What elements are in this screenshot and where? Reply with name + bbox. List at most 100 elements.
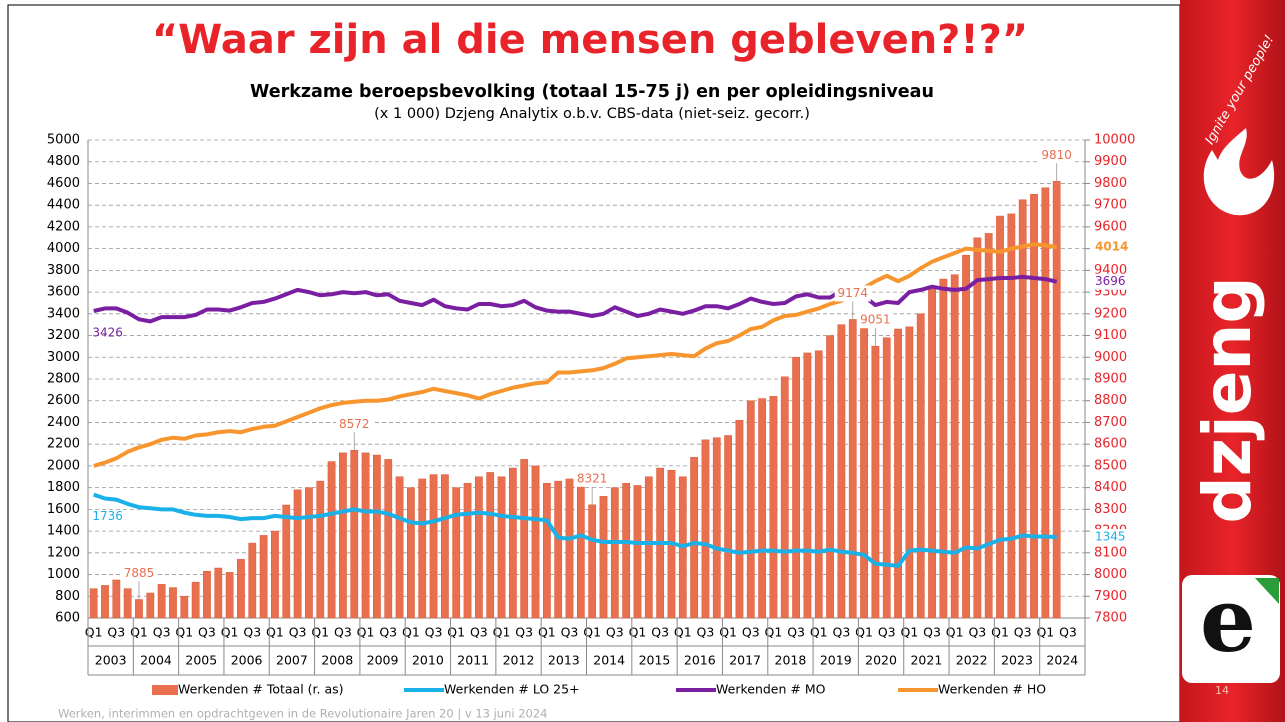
x-tick-label: Q3 xyxy=(697,625,715,640)
y-tick-label: 2200 xyxy=(47,437,80,452)
bar xyxy=(294,490,301,618)
bar xyxy=(237,559,244,618)
x-tick-label: Q3 xyxy=(289,625,307,640)
x-tick-label: Q1 xyxy=(765,625,783,640)
bar xyxy=(781,377,788,618)
year-label: 2017 xyxy=(729,653,761,668)
line-value-label: 1345 xyxy=(1095,530,1126,544)
bar xyxy=(249,543,256,618)
bar xyxy=(713,438,720,618)
bar xyxy=(883,338,890,618)
bar xyxy=(985,233,992,618)
bar xyxy=(147,593,154,618)
bar xyxy=(589,505,596,618)
x-tick-label: Q1 xyxy=(1036,625,1054,640)
y2-tick-label: 8000 xyxy=(1094,567,1127,582)
bar xyxy=(101,585,108,618)
bar xyxy=(555,481,562,618)
year-label: 2003 xyxy=(95,653,127,668)
year-label: 2019 xyxy=(820,653,852,668)
y2-tick-label: 7900 xyxy=(1094,589,1127,604)
bar xyxy=(1042,188,1049,618)
bar xyxy=(487,472,494,618)
x-tick-label: Q3 xyxy=(198,625,216,640)
y2-tick-label: 9900 xyxy=(1094,154,1127,169)
bar xyxy=(305,488,312,618)
bar xyxy=(192,582,199,618)
bar xyxy=(475,477,482,618)
bar xyxy=(124,589,131,618)
chart-subtitle: (x 1 000) Dzjeng Analytix o.b.v. CBS-dat… xyxy=(374,106,810,122)
year-label: 2018 xyxy=(775,653,807,668)
bar xyxy=(351,450,358,618)
legend-label: Werkenden # Totaal (r. as) xyxy=(178,682,344,697)
y-tick-label: 2800 xyxy=(47,372,80,387)
y2-tick-label: 8800 xyxy=(1094,393,1127,408)
x-tick-label: Q1 xyxy=(266,625,284,640)
bar xyxy=(792,357,799,618)
bar xyxy=(362,453,369,618)
x-tick-label: Q1 xyxy=(629,625,647,640)
bar-value-label: 9051 xyxy=(860,313,891,327)
x-tick-label: Q3 xyxy=(878,625,896,640)
bar xyxy=(951,275,958,618)
y-tick-label: 4200 xyxy=(47,219,80,234)
bar xyxy=(815,351,822,618)
year-label: 2008 xyxy=(321,653,353,668)
bar xyxy=(1030,194,1037,618)
bar xyxy=(385,459,392,618)
bar-value-label: 8321 xyxy=(577,471,608,485)
bar xyxy=(453,488,460,618)
logo-letter: e xyxy=(1200,568,1256,672)
y2-tick-label: 9000 xyxy=(1094,350,1127,365)
bar xyxy=(974,238,981,618)
bar xyxy=(577,485,584,618)
y2-tick-label: 7800 xyxy=(1094,611,1127,626)
y2-tick-label: 10000 xyxy=(1094,133,1135,148)
y2-tick-label: 9800 xyxy=(1094,176,1127,191)
x-tick-label: Q3 xyxy=(153,625,171,640)
year-label: 2004 xyxy=(140,653,172,668)
line-value-label: 3696 xyxy=(1095,274,1126,288)
bar xyxy=(962,255,969,618)
x-tick-label: Q1 xyxy=(130,625,148,640)
bar xyxy=(430,475,437,618)
bar xyxy=(849,319,856,618)
y-tick-label: 1600 xyxy=(47,502,80,517)
bar xyxy=(747,401,754,618)
y2-tick-label: 9600 xyxy=(1094,219,1127,234)
legend-label: Werkenden # MO xyxy=(716,682,826,697)
bar xyxy=(906,327,913,618)
year-label: 2024 xyxy=(1046,653,1078,668)
y-tick-label: 2000 xyxy=(47,458,80,473)
line-value-label: 1736 xyxy=(92,509,123,523)
bar xyxy=(283,505,290,618)
bar xyxy=(328,462,335,618)
bar-value-label: 7885 xyxy=(124,566,155,580)
year-label: 2007 xyxy=(276,653,308,668)
slide-heading: “Waar zijn al die mensen gebleven?!?” xyxy=(152,17,1028,63)
y2-tick-label: 8600 xyxy=(1094,437,1127,452)
x-tick-label: Q3 xyxy=(334,625,352,640)
bar xyxy=(509,468,516,618)
bar xyxy=(702,440,709,618)
y-tick-label: 3000 xyxy=(47,350,80,365)
x-tick-label: Q1 xyxy=(855,625,873,640)
y2-tick-label: 8500 xyxy=(1094,458,1127,473)
year-label: 2011 xyxy=(457,653,489,668)
year-label: 2021 xyxy=(910,653,942,668)
x-tick-label: Q3 xyxy=(470,625,488,640)
y-tick-label: 1200 xyxy=(47,545,80,560)
x-tick-label: Q3 xyxy=(833,625,851,640)
x-tick-label: Q3 xyxy=(742,625,760,640)
x-tick-label: Q3 xyxy=(787,625,805,640)
y2-tick-label: 8900 xyxy=(1094,372,1127,387)
y-tick-label: 3200 xyxy=(47,328,80,343)
legend-label: Werkenden # LO 25+ xyxy=(444,682,580,697)
x-tick-label: Q1 xyxy=(311,625,329,640)
bar xyxy=(611,488,618,618)
bar xyxy=(623,483,630,618)
slide: Ignite your people! dzjeng e 14 “Waar zi… xyxy=(0,0,1285,722)
y2-tick-label: 8300 xyxy=(1094,502,1127,517)
bar xyxy=(396,477,403,618)
